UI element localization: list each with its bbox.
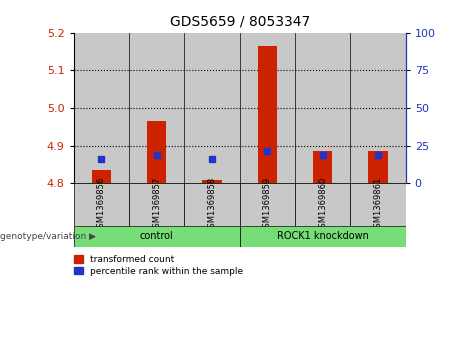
Text: GSM1369857: GSM1369857 <box>152 176 161 233</box>
Text: genotype/variation ▶: genotype/variation ▶ <box>0 232 96 241</box>
Text: control: control <box>140 231 174 241</box>
Bar <box>240 33 295 183</box>
Bar <box>295 33 350 183</box>
Bar <box>313 151 332 183</box>
Bar <box>74 183 129 226</box>
Legend: transformed count, percentile rank within the sample: transformed count, percentile rank withi… <box>74 255 243 276</box>
Bar <box>350 183 406 226</box>
Bar <box>184 33 240 183</box>
Bar <box>368 151 388 183</box>
Text: GSM1369860: GSM1369860 <box>318 176 327 233</box>
Bar <box>240 183 295 226</box>
Bar <box>129 33 184 183</box>
Text: GSM1369858: GSM1369858 <box>207 176 217 233</box>
Bar <box>240 226 406 247</box>
Title: GDS5659 / 8053347: GDS5659 / 8053347 <box>170 15 310 29</box>
Text: ROCK1 knockdown: ROCK1 knockdown <box>277 231 369 241</box>
Text: GSM1369859: GSM1369859 <box>263 176 272 233</box>
Bar <box>202 180 222 183</box>
Bar <box>184 183 240 226</box>
Bar <box>350 33 406 183</box>
Bar <box>74 226 240 247</box>
Text: GSM1369856: GSM1369856 <box>97 176 106 233</box>
Bar <box>129 183 184 226</box>
Bar <box>258 46 277 183</box>
Bar <box>92 170 111 183</box>
Bar <box>147 121 166 183</box>
Text: GSM1369861: GSM1369861 <box>373 176 383 233</box>
Bar <box>295 183 350 226</box>
Bar <box>74 33 129 183</box>
